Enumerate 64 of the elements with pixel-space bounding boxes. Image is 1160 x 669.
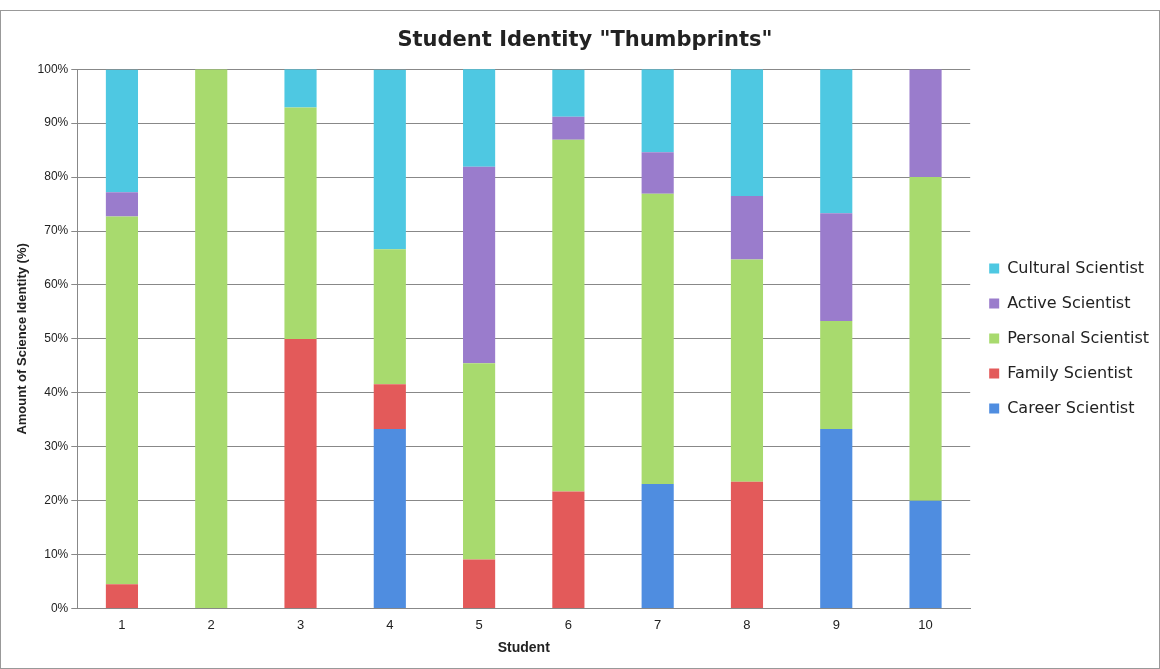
bar: [730, 481, 764, 609]
bar: [373, 384, 406, 429]
bar: [820, 69, 853, 214]
x-tick-label: 3: [296, 616, 305, 632]
x-tick-label: 5: [475, 616, 483, 632]
bar: [641, 484, 674, 609]
bar: [463, 69, 496, 167]
bar: [730, 195, 764, 260]
y-tick-label: 10%: [44, 546, 69, 561]
bar: [909, 500, 942, 609]
y-tick-label: 90%: [44, 115, 69, 130]
y-tick-label: 0%: [50, 600, 69, 615]
bar: [284, 107, 317, 339]
bar: [373, 249, 406, 385]
bar: [373, 69, 406, 250]
bar: [195, 69, 228, 609]
y-tick-label: 40%: [44, 385, 69, 400]
bar: [641, 152, 674, 194]
legend-label: Active Scientist: [1007, 292, 1131, 312]
x-tick-label: 9: [832, 616, 840, 632]
bar: [463, 166, 496, 364]
bar: [552, 116, 585, 140]
y-tick-label: 50%: [44, 331, 69, 346]
x-tick-label: 6: [564, 616, 572, 632]
x-tick-label: 8: [743, 616, 751, 632]
bar: [730, 259, 764, 482]
x-tick-label: 2: [207, 616, 215, 632]
chart-title: Student Identity "Thumbprints": [397, 27, 773, 52]
y-tick-label: 100%: [37, 61, 69, 76]
bar: [552, 139, 585, 492]
legend-label: Career Scientist: [1007, 397, 1135, 417]
bar: [105, 192, 139, 217]
bar: [105, 216, 139, 585]
legend-label: Cultural Scientist: [1007, 257, 1144, 277]
bar: [463, 559, 496, 609]
legend-label: Family Scientist: [1007, 362, 1133, 382]
y-tick-label: 80%: [44, 169, 69, 184]
bar: [909, 69, 942, 178]
bar: [105, 69, 139, 193]
bar: [552, 69, 585, 117]
bar: [820, 213, 853, 322]
x-axis-title: Student: [497, 639, 551, 656]
y-tick-label: 70%: [44, 223, 69, 238]
legend-label: Personal Scientist: [1007, 327, 1149, 347]
bar: [552, 491, 585, 609]
y-axis-title: Amount of Science Identity (%): [14, 243, 30, 435]
y-tick-label: 20%: [44, 493, 69, 508]
y-tick-label: 30%: [44, 439, 69, 454]
x-tick-label: 10: [918, 616, 933, 632]
bar: [284, 69, 317, 108]
bar: [373, 428, 406, 609]
bar: [730, 69, 764, 196]
x-tick-label: 7: [654, 616, 662, 632]
bar: [105, 584, 139, 609]
bar: [909, 177, 942, 501]
bar: [641, 69, 674, 153]
bar: [820, 321, 853, 429]
x-tick-label: 4: [386, 616, 394, 632]
y-tick-label: 60%: [44, 277, 69, 292]
bar: [284, 338, 317, 609]
bar: [463, 363, 496, 560]
bar: [820, 428, 853, 609]
bar: [641, 193, 674, 484]
x-tick-label: 1: [118, 616, 126, 632]
